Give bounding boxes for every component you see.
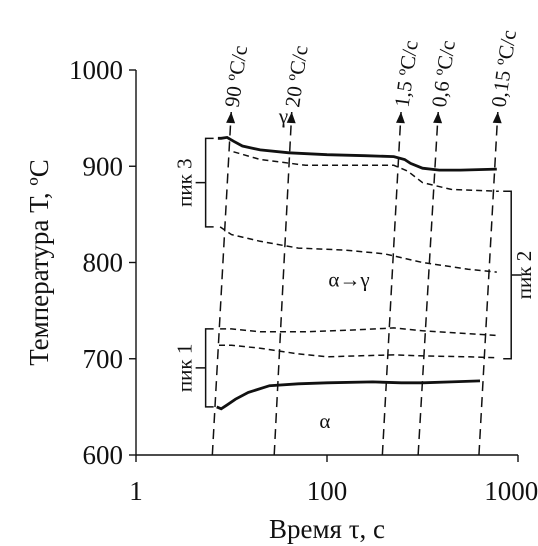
peak-label: пик 2 — [512, 251, 536, 299]
peak-braces — [195, 137, 522, 408]
x-tick-label: 10000 — [484, 476, 538, 506]
x-axis-title: Время τ, с — [269, 514, 385, 544]
phase-label: γ — [278, 104, 288, 128]
x-tick-label: 100 — [307, 476, 348, 506]
transformation-curve — [219, 344, 499, 359]
transformation-curve — [216, 379, 481, 411]
series-lines — [216, 135, 499, 411]
transformation-curve — [219, 226, 497, 273]
y-tick-label: 1000 — [69, 55, 123, 85]
peak-brace — [195, 137, 214, 228]
cooling-rate-arrowhead — [492, 112, 502, 124]
phase-label: α→γ — [328, 268, 369, 292]
cooling-rate-arrowhead — [396, 112, 405, 124]
peak-brace — [195, 328, 214, 408]
peak-label: пик 3 — [173, 158, 197, 206]
x-tick-label: 1 — [129, 476, 143, 506]
cooling-rate-label: 90 ºС/с — [220, 44, 252, 109]
y-tick-label: 800 — [83, 248, 124, 278]
cooling-rate-line — [417, 111, 439, 456]
cooling-rate-line — [211, 111, 232, 456]
cooling-rate-label: 0,6 ºС/с — [427, 39, 460, 109]
cooling-rate-arrowhead — [286, 112, 296, 124]
y-tick-label: 600 — [83, 440, 124, 470]
transformation-curve — [233, 151, 499, 193]
y-tick-label: 900 — [83, 151, 124, 181]
cooling-rate-label: 1,5 ºС/с — [390, 39, 423, 109]
peak-label: пик 1 — [173, 344, 197, 392]
peak-brace — [503, 190, 522, 360]
cooling-lines: 90 ºС/с 20 ºС/с 1,5 ºС/с 0,6 ºС/с 0,15 ºС/с — [211, 28, 521, 456]
cooling-rate-label: 0,15 ºС/с — [486, 28, 521, 108]
y-axis-title: Температура Т, ºС — [24, 159, 54, 366]
axes: 6007008009001000110010000Время τ, сТемпе… — [24, 55, 538, 544]
chart-labels: пик 3 пик 1 пик 2 γ α→γ α — [173, 104, 537, 433]
phase-label: α — [319, 409, 330, 433]
y-tick-label: 700 — [83, 344, 124, 374]
cooling-rate-line — [273, 111, 293, 456]
cooling-rate-arrowhead — [433, 112, 443, 124]
cooling-rate-label: 20 ºС/с — [280, 44, 312, 109]
transformation-curve — [220, 327, 499, 337]
cooling-rate-line — [478, 111, 499, 456]
transformation-curve — [217, 135, 497, 172]
cooling-rate-arrowhead — [226, 112, 236, 124]
cooling-rate-line — [381, 111, 402, 456]
